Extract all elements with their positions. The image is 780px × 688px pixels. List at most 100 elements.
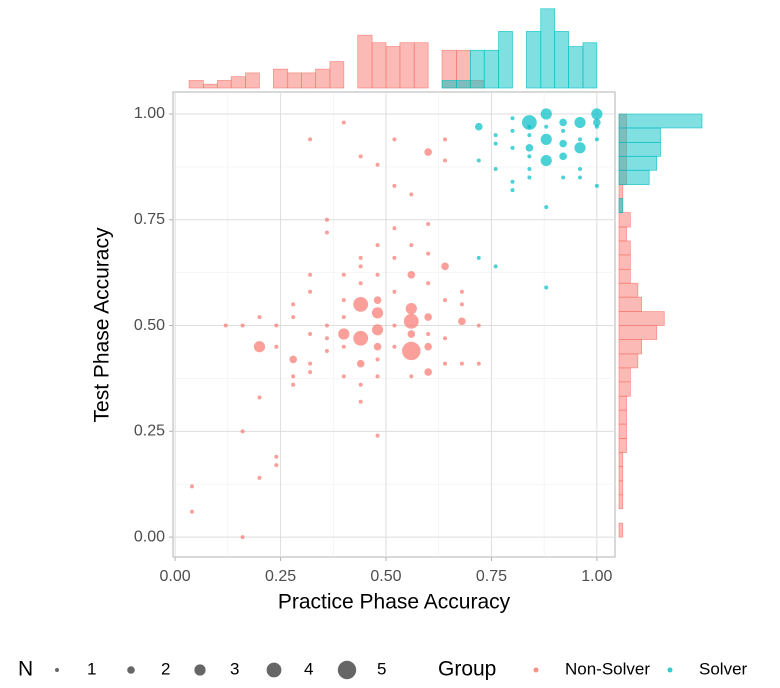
point bbox=[426, 332, 431, 337]
point bbox=[476, 158, 481, 163]
point bbox=[510, 116, 515, 121]
point bbox=[561, 128, 566, 133]
point bbox=[409, 192, 414, 197]
size-legend-label: 2 bbox=[161, 659, 170, 678]
top-hist-bar bbox=[216, 80, 232, 89]
right-hist-bar bbox=[618, 423, 627, 439]
top-hist-bar bbox=[385, 46, 401, 89]
point bbox=[426, 251, 431, 256]
size-legend-key bbox=[266, 662, 282, 678]
point bbox=[353, 330, 369, 346]
point bbox=[274, 454, 279, 459]
top-hist-bar bbox=[469, 49, 485, 89]
point bbox=[424, 368, 432, 376]
point bbox=[540, 133, 552, 145]
point bbox=[443, 298, 448, 303]
point bbox=[409, 374, 414, 379]
point bbox=[594, 183, 599, 188]
top-hist-bar bbox=[526, 31, 542, 89]
point bbox=[324, 230, 329, 235]
size-legend-key bbox=[337, 660, 357, 680]
top-hist-bar bbox=[287, 72, 302, 89]
point bbox=[358, 255, 363, 260]
right-hist-bar bbox=[618, 395, 627, 411]
point bbox=[441, 262, 449, 271]
right-hist-bar bbox=[618, 198, 624, 213]
top-hist-bar bbox=[498, 31, 513, 89]
point bbox=[476, 323, 481, 328]
point bbox=[493, 264, 498, 269]
point bbox=[375, 162, 380, 167]
point bbox=[459, 302, 464, 307]
right-hist-bar bbox=[618, 466, 624, 482]
point bbox=[240, 535, 245, 540]
point bbox=[426, 222, 431, 227]
y-tick-label: 0.50 bbox=[134, 317, 165, 334]
point bbox=[594, 137, 599, 142]
top-hist-bar bbox=[483, 49, 499, 89]
point bbox=[577, 137, 582, 142]
top-hist-bar bbox=[357, 34, 373, 89]
x-tick-label: 0.50 bbox=[370, 568, 401, 585]
point bbox=[392, 183, 397, 188]
point bbox=[527, 167, 532, 172]
point bbox=[274, 323, 279, 328]
top-hist-bar bbox=[441, 80, 457, 89]
top-hist-bar bbox=[568, 46, 584, 89]
point bbox=[341, 298, 346, 303]
point bbox=[308, 289, 313, 294]
top-hist-bar bbox=[301, 72, 316, 89]
point bbox=[392, 289, 397, 294]
legend-key bbox=[667, 667, 673, 673]
right-hist-bar bbox=[618, 296, 642, 312]
point bbox=[443, 158, 448, 163]
right-hist-bar bbox=[618, 142, 661, 157]
point bbox=[274, 344, 279, 349]
right-hist-bar bbox=[618, 226, 627, 242]
point bbox=[358, 154, 363, 159]
point bbox=[574, 116, 586, 129]
point bbox=[591, 108, 603, 120]
point bbox=[189, 484, 194, 489]
point bbox=[577, 167, 582, 172]
right-hist-bar bbox=[618, 311, 665, 326]
point bbox=[392, 344, 397, 349]
right-hist-bar bbox=[618, 184, 624, 199]
point bbox=[358, 399, 363, 404]
right-hist-bar bbox=[618, 339, 642, 355]
right-hist-bar bbox=[618, 325, 658, 340]
point bbox=[341, 315, 346, 320]
point bbox=[371, 307, 384, 319]
point bbox=[308, 332, 313, 337]
point bbox=[223, 323, 228, 328]
point bbox=[257, 395, 262, 400]
point bbox=[373, 342, 382, 351]
legend: 1 2 3 4 5 Non-Solver Solver bbox=[55, 659, 748, 680]
point bbox=[240, 323, 245, 328]
point bbox=[308, 137, 313, 142]
point bbox=[375, 433, 380, 438]
right-hist-bar bbox=[618, 353, 639, 369]
point bbox=[527, 154, 532, 159]
point bbox=[474, 122, 483, 131]
y-axis-label: Test Phase Accuracy bbox=[91, 227, 114, 422]
point bbox=[341, 374, 346, 379]
legend-label: Non-Solver bbox=[565, 659, 650, 678]
point bbox=[476, 255, 481, 260]
right-hist-bar bbox=[618, 409, 627, 425]
point bbox=[392, 323, 397, 328]
right-hist-bar bbox=[618, 480, 624, 496]
top-hist-bar bbox=[540, 8, 556, 89]
right-hist-bar bbox=[618, 254, 631, 270]
point bbox=[407, 330, 416, 338]
point bbox=[375, 243, 380, 248]
point bbox=[341, 120, 346, 125]
points bbox=[189, 108, 603, 540]
point bbox=[392, 255, 397, 260]
point bbox=[594, 124, 599, 129]
point bbox=[324, 217, 329, 222]
point bbox=[324, 348, 329, 353]
legend-key bbox=[533, 667, 539, 673]
point bbox=[540, 108, 552, 120]
top-hist-bar bbox=[554, 31, 569, 89]
